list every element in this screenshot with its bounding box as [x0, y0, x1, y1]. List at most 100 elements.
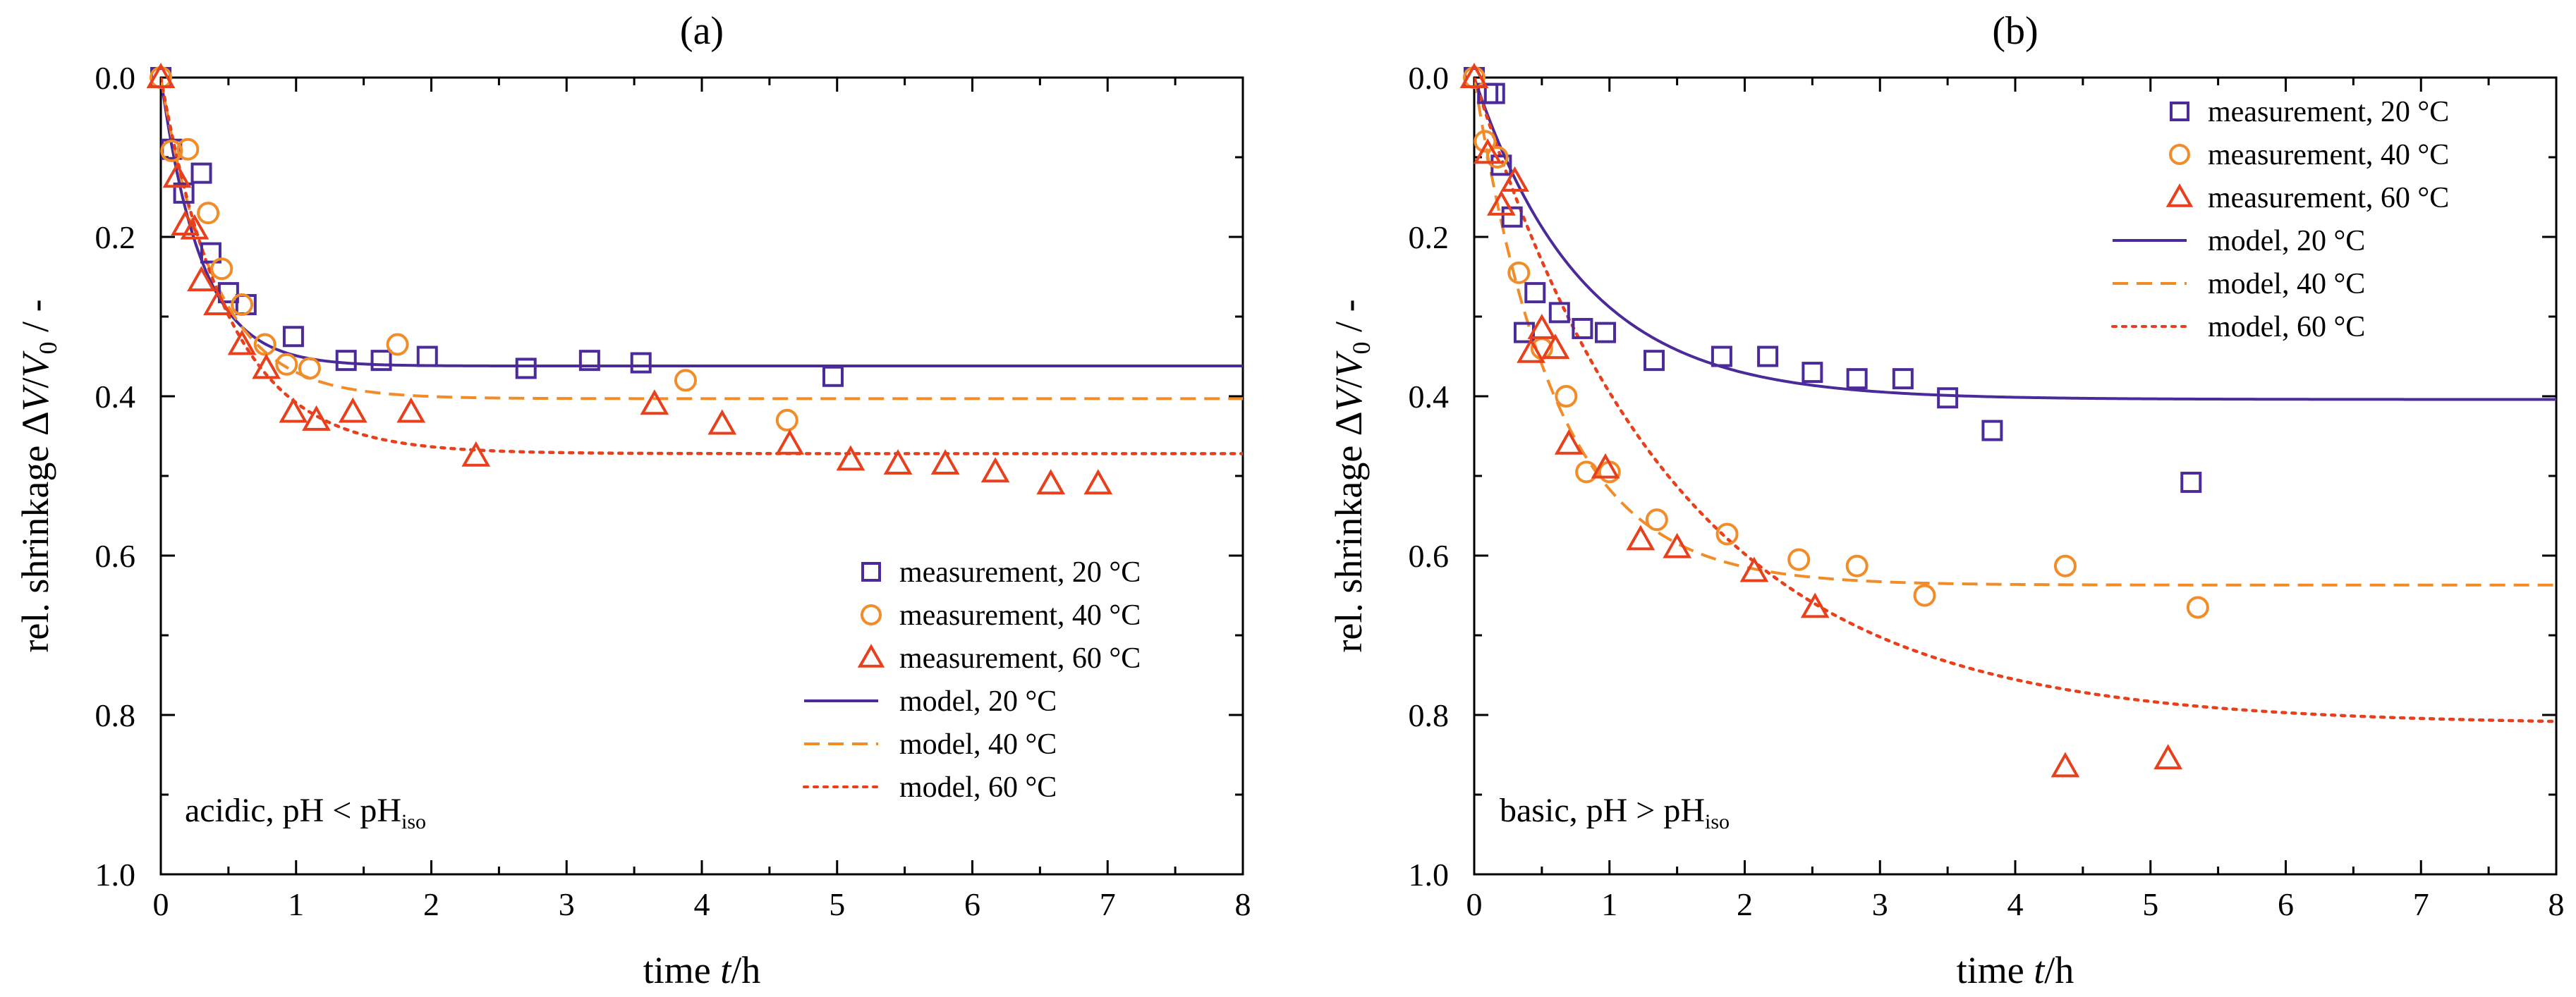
y-tick-label: 0.8	[1409, 697, 1450, 733]
legend-label: measurement, 20 °C	[899, 556, 1141, 589]
panel-a: (a) 0 1 2 3 4 5 6 7 8 0.0 0.2 0.4 0.6 0.8 1.0 time t/h re…	[14, 9, 1251, 991]
data-point-20	[1483, 82, 1505, 104]
data-point-60	[2153, 744, 2183, 770]
x-tick-label: 1	[1601, 886, 1617, 922]
condition-annotation: acidic, pH < pHiso	[185, 792, 426, 833]
x-tick-label: 7	[1100, 886, 1116, 922]
data-point-60	[180, 214, 209, 240]
data-point-60	[252, 353, 281, 379]
data-point-40	[275, 353, 298, 376]
legend-label: model, 40 °C	[899, 728, 1057, 761]
data-point-40	[2186, 596, 2209, 619]
model-curve-60	[1474, 78, 2556, 723]
data-point-60	[1517, 337, 1545, 363]
legend-symbol-circle	[861, 604, 882, 625]
legend: measurement, 20 °C measurement, 40 °C meas…	[2111, 96, 2449, 343]
data-point-20	[1846, 368, 1868, 390]
data-point-20	[217, 282, 239, 304]
data-point-60	[1527, 313, 1557, 339]
data-point-20	[1548, 302, 1570, 324]
data-point-60	[883, 449, 913, 475]
model-curve-20	[161, 78, 1243, 368]
x-tick-label: 0	[1466, 886, 1483, 922]
y-tick-label: 1.0	[95, 857, 136, 893]
x-axis-label: time t/h	[1957, 949, 2074, 991]
legend-label: measurement, 60 °C	[899, 642, 1141, 675]
legend-symbol-triangle	[2165, 183, 2194, 207]
data-point-60	[203, 290, 232, 315]
data-point-20	[1981, 420, 2003, 441]
data-point-60	[338, 397, 367, 423]
data-point-60	[1800, 592, 1830, 618]
x-axis-label: time t/h	[643, 949, 761, 991]
data-point-60	[1626, 525, 1655, 551]
data-point-20	[1757, 345, 1779, 367]
data-point-20	[2180, 472, 2202, 494]
data-point-60	[396, 397, 426, 423]
data-point-20	[630, 352, 652, 374]
y-tick-label: 0.0	[1409, 60, 1450, 96]
x-tick-label: 8	[2548, 886, 2565, 922]
y-tick-label: 0.6	[95, 538, 136, 574]
data-point-20	[578, 350, 600, 372]
x-tick-label: 5	[2142, 886, 2158, 922]
data-point-40	[2053, 554, 2077, 577]
data-point-20	[1572, 317, 1593, 339]
data-point-60	[980, 457, 1010, 483]
legend-label: model, 20 °C	[899, 685, 1057, 718]
model-curve-60	[161, 78, 1243, 455]
condition-annotation: basic, pH > pHiso	[1500, 792, 1730, 833]
panel-b: (b) 0 1 2 3 4 5 6 7 8 0.0 0.2 0.4 0.6 0.8 1.0 time t/h re…	[1328, 9, 2565, 991]
data-point-40	[160, 139, 183, 162]
data-point-40	[1486, 146, 1509, 169]
data-point-40	[1787, 548, 1811, 571]
y-tick-label: 0.6	[1409, 538, 1450, 574]
y-tick-label: 0.2	[95, 219, 136, 255]
data-point-60	[187, 266, 216, 292]
x-tick-label: 4	[2007, 886, 2024, 922]
y-axis-label: rel. shrinkage ΔV/V0 / -	[1328, 299, 1375, 652]
data-point-20	[1501, 206, 1523, 228]
data-point-60	[162, 162, 192, 188]
model-curve-20	[1474, 78, 2556, 401]
y-tick-label: 0.2	[1409, 219, 1450, 255]
data-point-60	[1486, 190, 1516, 216]
y-tick-label: 0.8	[95, 697, 136, 733]
panel-title: (a)	[680, 9, 724, 53]
data-point-20	[1644, 350, 1665, 372]
data-point-60	[302, 405, 331, 431]
data-point-60	[279, 397, 308, 423]
legend-label: model, 60 °C	[2208, 311, 2365, 343]
data-point-40	[231, 293, 254, 317]
y-tick-label: 1.0	[1409, 857, 1450, 893]
data-point-40	[775, 408, 798, 432]
data-point-60	[461, 441, 491, 467]
data-point-60	[1459, 62, 1489, 88]
data-point-60	[1036, 469, 1066, 495]
data-point-20	[515, 357, 537, 379]
data-point-40	[1555, 385, 1578, 408]
data-point-20	[370, 350, 392, 372]
data-point-20	[1524, 282, 1546, 304]
data-point-60	[836, 445, 865, 471]
legend-label: measurement, 20 °C	[2208, 96, 2449, 128]
legend-symbol-circle	[2169, 144, 2190, 165]
data-point-20	[190, 162, 212, 184]
model-curve-40	[161, 78, 1243, 400]
legend-label: model, 60 °C	[899, 771, 1057, 804]
x-tick-label: 3	[1872, 886, 1888, 922]
legend-label: model, 40 °C	[2208, 268, 2365, 300]
data-point-60	[146, 62, 176, 88]
y-axis-label: rel. shrinkage ΔV/V0 / -	[14, 299, 62, 652]
model-curve-40	[1474, 78, 2556, 587]
x-tick-label: 0	[153, 886, 169, 922]
data-point-20	[282, 326, 304, 348]
data-point-20	[200, 242, 221, 264]
x-tick-label: 8	[1235, 886, 1251, 922]
data-point-60	[707, 409, 737, 435]
data-point-40	[386, 333, 409, 356]
data-point-40	[197, 202, 220, 225]
data-point-60	[775, 429, 805, 455]
data-point-40	[1715, 522, 1739, 546]
